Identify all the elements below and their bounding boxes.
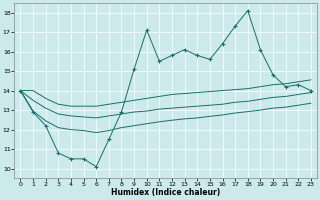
X-axis label: Humidex (Indice chaleur): Humidex (Indice chaleur) bbox=[111, 188, 220, 197]
